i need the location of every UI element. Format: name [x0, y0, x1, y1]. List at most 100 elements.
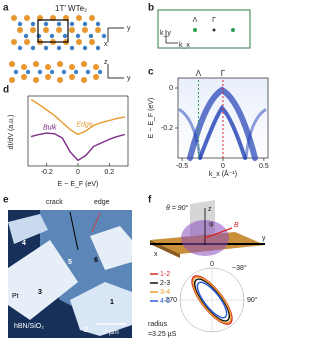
panel-label: d — [3, 85, 9, 96]
atom — [82, 21, 88, 27]
annotation: crack — [46, 199, 63, 206]
atom — [57, 61, 63, 67]
x-tick-label: 0.5 — [259, 163, 269, 170]
atom — [17, 21, 23, 27]
contact-label: Pt — [12, 293, 19, 300]
polar-lobe — [192, 276, 232, 324]
atom — [11, 39, 17, 45]
atom — [45, 64, 51, 70]
atom — [89, 39, 95, 45]
atom — [21, 74, 27, 80]
axis-label: y — [127, 75, 131, 82]
atom — [93, 64, 99, 70]
radius-label: =3.25 µS — [148, 331, 177, 338]
atom — [69, 74, 75, 80]
contact-label: 3 — [38, 289, 42, 296]
angle-label: −38° — [232, 264, 247, 272]
contact-label: 2 — [84, 327, 88, 334]
series-label: Edge — [76, 121, 92, 128]
atom — [88, 33, 94, 39]
legend-label: 2-3 — [160, 280, 170, 287]
figure: a 1T′ WTe₂ y x z y b Λ Γ k_y k_x c E − E… — [3, 3, 269, 338]
atom — [101, 33, 107, 39]
point — [193, 28, 197, 32]
atom — [73, 69, 79, 75]
atom — [62, 33, 68, 39]
atom — [76, 39, 82, 45]
atom — [56, 27, 62, 33]
marker-label: Λ — [196, 69, 202, 78]
y-tick-label: 0 — [169, 85, 173, 92]
axis-label: z — [208, 206, 212, 213]
atom — [30, 21, 36, 27]
device-schematic — [150, 200, 265, 258]
atom — [69, 45, 75, 51]
atom — [93, 74, 99, 80]
atom — [23, 33, 29, 39]
axis-label: φ — [209, 221, 214, 228]
marker-label: Γ — [221, 69, 226, 78]
axis-label: y — [127, 25, 131, 32]
atom — [9, 61, 15, 67]
atom — [9, 77, 15, 83]
panel-label: b — [148, 3, 154, 14]
atom — [95, 27, 101, 33]
atom — [97, 69, 103, 75]
axis-label: x — [154, 251, 158, 258]
axis-label: z — [104, 59, 108, 66]
atom — [89, 15, 95, 21]
crystal — [9, 15, 107, 83]
point-label: Γ — [212, 17, 216, 24]
panel-c: -0.5 0 0.5 0 -0.2 Λ Γ — [161, 69, 269, 170]
y-axis-label: dI/dV (a.u.) — [8, 115, 15, 150]
atom — [56, 21, 62, 27]
series-label: Bulk — [43, 124, 57, 131]
atom — [81, 77, 87, 83]
atom — [61, 69, 67, 75]
atom — [13, 69, 19, 75]
atom — [69, 64, 75, 70]
atom — [76, 15, 82, 21]
point — [212, 28, 216, 32]
panel-f: 1-2 2-3 3-4 4-5 — [150, 271, 233, 325]
atom — [43, 27, 49, 33]
legend-label: 3-4 — [160, 289, 170, 296]
atom — [81, 61, 87, 67]
atom — [30, 27, 36, 33]
atom — [25, 69, 31, 75]
atom — [30, 45, 36, 51]
atom — [11, 15, 17, 21]
annotation: edge — [94, 199, 110, 206]
atom — [17, 27, 23, 33]
theta-label: θ = 90° — [166, 204, 189, 212]
atom — [49, 33, 55, 39]
substrate-label: hBN/SiO₂ — [14, 323, 44, 330]
atom — [69, 27, 75, 33]
atom — [17, 45, 23, 51]
atom — [45, 74, 51, 80]
x-tick-label: 0 — [221, 163, 225, 170]
x-tick-label: -0.5 — [176, 163, 188, 170]
legend-label: 1-2 — [160, 271, 170, 278]
x-axis-label: E − E_F (eV) — [58, 181, 99, 188]
atom — [33, 77, 39, 83]
x-axis-label: k_x (Å⁻¹) — [209, 169, 237, 178]
atom — [82, 27, 88, 33]
point — [231, 28, 235, 32]
polar-lobe — [196, 281, 228, 319]
atom — [24, 15, 30, 21]
axis-label: y — [262, 235, 266, 242]
atom — [37, 69, 43, 75]
point-label: Λ — [193, 17, 198, 24]
axis-label: B — [234, 222, 239, 229]
axis-label: x — [104, 41, 108, 48]
atom — [82, 45, 88, 51]
atom — [95, 45, 101, 51]
contact-label: 6 — [94, 257, 98, 264]
axis-label: k_x — [179, 42, 190, 49]
scale-label: 2 µm — [103, 329, 119, 336]
panel-label: a — [3, 3, 9, 14]
contact-label: 5 — [68, 259, 72, 266]
atom — [24, 39, 30, 45]
